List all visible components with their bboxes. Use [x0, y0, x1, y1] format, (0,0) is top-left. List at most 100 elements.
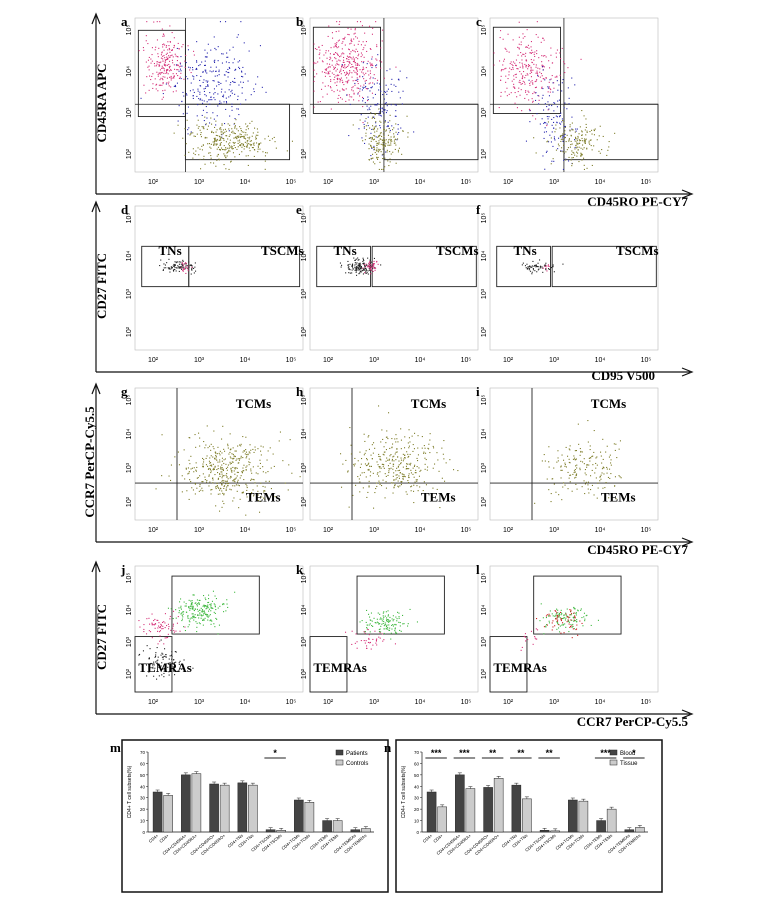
event-dot — [246, 126, 248, 128]
event-dot — [146, 645, 148, 647]
event-dot — [349, 43, 351, 45]
event-dot — [215, 486, 217, 488]
event-dot — [370, 269, 372, 271]
event-dot — [575, 459, 577, 461]
event-dot — [328, 50, 330, 52]
event-dot — [516, 107, 518, 109]
event-dot — [571, 163, 573, 165]
event-dot — [565, 613, 567, 615]
event-dot — [351, 643, 353, 645]
event-dot — [162, 621, 164, 623]
bar — [511, 784, 522, 833]
event-dot — [313, 106, 315, 108]
y-tick-label: 10² — [301, 326, 308, 337]
event-dot — [180, 605, 182, 607]
event-dot — [398, 91, 400, 93]
event-dot — [532, 100, 534, 102]
event-dot — [344, 74, 346, 76]
event-dot — [182, 264, 184, 266]
event-dot — [234, 122, 236, 124]
x-tick-label: 10⁵ — [461, 699, 472, 706]
event-dot — [373, 507, 375, 509]
event-dot — [202, 611, 204, 613]
event-dot — [566, 615, 568, 617]
x-tick-label: 10³ — [369, 699, 380, 706]
event-dot — [423, 451, 425, 453]
event-dot — [350, 453, 352, 455]
event-dot — [370, 145, 372, 147]
event-dot — [342, 52, 344, 54]
gate-label-tems: TEMs — [421, 490, 456, 505]
event-dot — [194, 614, 196, 616]
event-dot — [235, 119, 237, 121]
event-dot — [392, 456, 394, 458]
event-dot — [225, 108, 227, 110]
event-dot — [203, 619, 205, 621]
event-dot — [371, 267, 373, 269]
event-dot — [368, 266, 370, 268]
x-tick-label: 10² — [323, 527, 334, 534]
event-dot — [165, 72, 167, 74]
event-dot — [394, 630, 396, 632]
event-dot — [596, 464, 598, 466]
event-dot — [368, 267, 370, 269]
event-dot — [395, 616, 397, 618]
event-dot — [145, 35, 147, 37]
event-dot — [526, 29, 528, 31]
event-dot — [390, 139, 392, 141]
x-tick-label: 10³ — [369, 357, 380, 364]
event-dot — [318, 46, 320, 48]
event-dot — [584, 483, 586, 485]
event-dot — [528, 108, 530, 110]
event-dot — [250, 478, 252, 480]
event-dot — [371, 67, 373, 69]
event-dot — [550, 47, 552, 49]
event-dot — [525, 74, 527, 76]
event-dot — [343, 61, 345, 63]
event-dot — [413, 476, 415, 478]
event-dot — [572, 473, 574, 475]
event-dot — [500, 30, 502, 32]
event-dot — [255, 138, 257, 140]
event-dot — [186, 119, 188, 121]
event-dot — [344, 72, 346, 74]
event-dot — [560, 58, 562, 60]
event-dot — [206, 101, 208, 103]
event-dot — [140, 97, 142, 99]
event-dot — [313, 43, 315, 45]
event-dot — [351, 72, 353, 74]
event-dot — [331, 60, 333, 62]
event-dot — [261, 496, 263, 498]
event-dot — [581, 134, 583, 136]
plot-area — [489, 565, 659, 693]
event-dot — [375, 136, 377, 138]
y-tick-label: 10² — [126, 496, 133, 507]
event-dot — [531, 271, 533, 273]
event-dot — [201, 487, 203, 489]
event-dot — [367, 96, 369, 98]
event-dot — [336, 52, 338, 54]
event-dot — [365, 270, 367, 272]
event-dot — [396, 474, 398, 476]
event-dot — [175, 90, 177, 92]
event-dot — [226, 469, 228, 471]
event-dot — [608, 146, 610, 148]
event-dot — [525, 91, 527, 93]
event-dot — [152, 664, 154, 666]
event-dot — [232, 80, 234, 82]
event-dot — [383, 91, 385, 93]
event-dot — [608, 456, 610, 458]
event-dot — [545, 131, 547, 133]
event-dot — [568, 156, 570, 158]
y-tick-label: 60 — [414, 761, 420, 766]
event-dot — [411, 485, 413, 487]
event-dot — [216, 486, 218, 488]
event-dot — [230, 468, 232, 470]
event-dot — [512, 86, 514, 88]
event-dot — [391, 628, 393, 630]
event-dot — [376, 638, 378, 640]
event-dot — [389, 120, 391, 122]
event-dot — [345, 631, 347, 633]
event-dot — [384, 473, 386, 475]
event-dot — [560, 620, 562, 622]
